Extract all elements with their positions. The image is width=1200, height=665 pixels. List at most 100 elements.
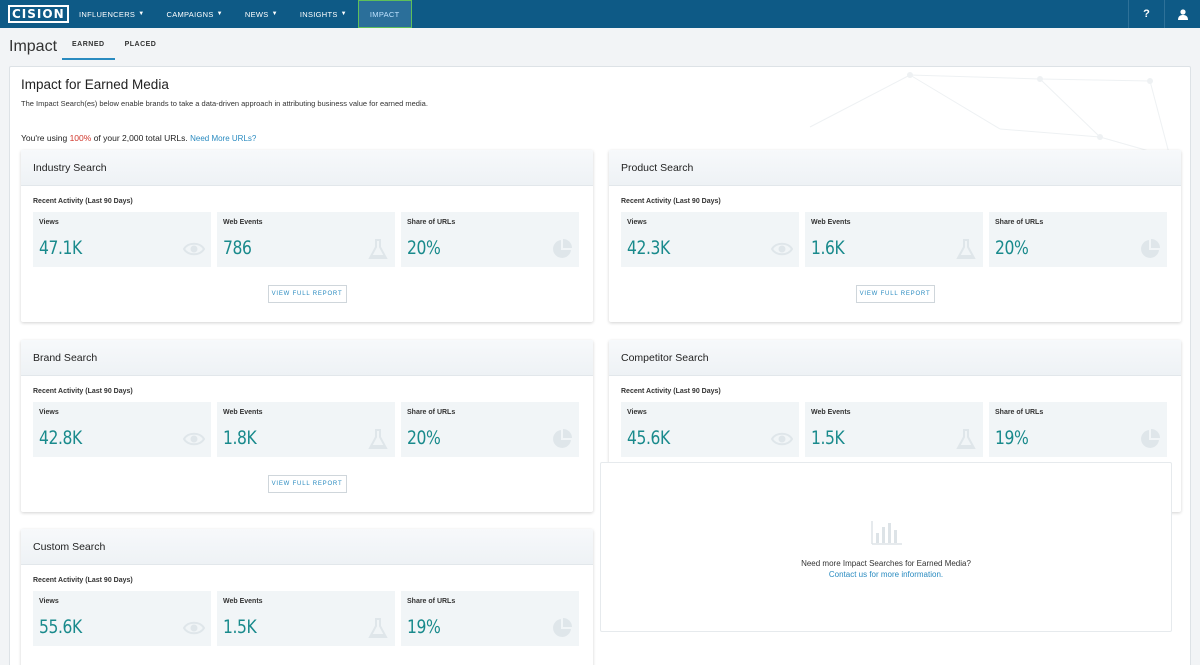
search-card: Custom Search Recent Activity (Last 90 Da… <box>21 529 593 665</box>
help-button[interactable]: ? <box>1128 0 1164 28</box>
web-events-value: 1.6K <box>811 237 845 259</box>
stats-row: Views 42.3K Web Events 1.6K Share of URLs 20% <box>621 212 1181 267</box>
main-description: The Impact Search(es) below enable brand… <box>21 99 428 108</box>
views-stat: Views 42.8K <box>33 402 211 457</box>
views-value: 42.8K <box>39 427 82 449</box>
caret-down-icon: ▼ <box>340 11 347 17</box>
web-events-value: 1.5K <box>811 427 845 449</box>
share-of-urls-value: 19% <box>407 616 441 638</box>
web-events-value: 1.8K <box>223 427 257 449</box>
views-value: 42.3K <box>627 237 670 259</box>
stats-row: Views 42.8K Web Events 1.8K Share of URLs 20% <box>33 402 593 457</box>
stat-label: Views <box>627 219 647 226</box>
search-card: Industry Search Recent Activity (Last 90 … <box>21 150 593 322</box>
stat-label: Share of URLs <box>407 409 456 416</box>
card-title: Brand Search <box>21 340 593 376</box>
stat-label: Share of URLs <box>407 219 456 226</box>
pie-chart-icon <box>553 429 572 448</box>
flask-icon <box>368 618 388 638</box>
card-subtitle: Recent Activity (Last 90 Days) <box>33 577 133 584</box>
url-usage: You're using 100% of your 2,000 total UR… <box>21 133 257 143</box>
web-events-value: 786 <box>223 237 252 259</box>
eye-icon <box>771 242 793 256</box>
stat-label: Web Events <box>223 219 263 226</box>
card-subtitle: Recent Activity (Last 90 Days) <box>621 388 721 395</box>
stat-label: Web Events <box>223 598 263 605</box>
tab-earned[interactable]: EARNED <box>62 38 115 60</box>
share-of-urls-stat: Share of URLs 20% <box>401 402 579 457</box>
search-card: Brand Search Recent Activity (Last 90 Day… <box>21 340 593 512</box>
card-subtitle: Recent Activity (Last 90 Days) <box>33 198 133 205</box>
more-searches-text: Need more Impact Searches for Earned Med… <box>801 559 971 568</box>
share-of-urls-value: 19% <box>995 427 1029 449</box>
nav-campaigns[interactable]: CAMPAIGNS ▼ <box>166 9 223 19</box>
nav-insights[interactable]: INSIGHTS ▼ <box>299 9 347 19</box>
eye-icon <box>183 621 205 635</box>
stats-row: Views 55.6K Web Events 1.5K Share of URLs 19% <box>33 591 593 646</box>
views-stat: Views 42.3K <box>621 212 799 267</box>
network-background-icon <box>809 72 1171 158</box>
contact-us-link[interactable]: Contact us for more information. <box>828 570 944 579</box>
card-subtitle: Recent Activity (Last 90 Days) <box>33 388 133 395</box>
search-card: Product Search Recent Activity (Last 90 D… <box>609 150 1181 322</box>
user-icon <box>1177 9 1188 20</box>
eye-icon <box>183 432 205 446</box>
views-stat: Views 47.1K <box>33 212 211 267</box>
nav-influencers[interactable]: INFLUENCERS ▼ <box>79 9 145 19</box>
stat-label: Share of URLs <box>407 598 456 605</box>
nav-impact[interactable]: IMPACT <box>357 0 412 28</box>
web-events-stat: Web Events 786 <box>217 212 395 267</box>
share-of-urls-value: 20% <box>407 237 441 259</box>
stat-label: Share of URLs <box>995 219 1044 226</box>
view-full-report-button[interactable]: VIEW FULL REPORT <box>267 475 347 493</box>
page-title: Impact <box>9 38 58 55</box>
stats-row: Views 47.1K Web Events 786 Share of URLs 20% <box>33 212 593 267</box>
need-more-urls-link[interactable]: Need More URLs? <box>190 134 257 143</box>
share-of-urls-stat: Share of URLs 20% <box>401 212 579 267</box>
user-button[interactable] <box>1164 0 1200 28</box>
view-full-report-button[interactable]: VIEW FULL REPORT <box>267 285 347 303</box>
views-stat: Views 45.6K <box>621 402 799 457</box>
views-value: 47.1K <box>39 237 82 259</box>
sub-header: Impact EARNED PLACED <box>0 28 1200 62</box>
pie-chart-icon <box>1141 239 1160 258</box>
view-full-report-button[interactable]: VIEW FULL REPORT <box>855 285 935 303</box>
caret-down-icon: ▼ <box>138 11 145 17</box>
card-subtitle: Recent Activity (Last 90 Days) <box>621 198 721 205</box>
stat-label: Views <box>39 409 59 416</box>
top-nav: CISION INFLUENCERS ▼ CAMPAIGNS ▼ NEWS ▼ INS… <box>0 0 1200 28</box>
flask-icon <box>956 239 976 259</box>
web-events-value: 1.5K <box>223 616 257 638</box>
views-value: 45.6K <box>627 427 670 449</box>
card-title: Competitor Search <box>609 340 1181 376</box>
card-title: Product Search <box>609 150 1181 186</box>
flask-icon <box>956 429 976 449</box>
bar-chart-icon <box>871 521 902 545</box>
stat-label: Views <box>39 598 59 605</box>
pie-chart-icon <box>553 618 572 637</box>
web-events-stat: Web Events 1.6K <box>805 212 983 267</box>
tab-placed[interactable]: PLACED <box>124 41 157 48</box>
nav-news[interactable]: NEWS ▼ <box>244 9 278 19</box>
share-of-urls-stat: Share of URLs 20% <box>989 212 1167 267</box>
card-title: Custom Search <box>21 529 593 565</box>
share-of-urls-value: 20% <box>407 427 441 449</box>
caret-down-icon: ▼ <box>216 11 223 17</box>
usage-percent: 100% <box>69 133 92 143</box>
main-title: Impact for Earned Media <box>21 77 169 92</box>
stat-label: Web Events <box>223 409 263 416</box>
eye-icon <box>771 432 793 446</box>
cision-logo[interactable]: CISION <box>0 0 69 28</box>
views-value: 55.6K <box>39 616 82 638</box>
more-searches-card: Need more Impact Searches for Earned Med… <box>600 462 1172 632</box>
views-stat: Views 55.6K <box>33 591 211 646</box>
eye-icon <box>183 242 205 256</box>
web-events-stat: Web Events 1.8K <box>217 402 395 457</box>
stat-label: Views <box>627 409 647 416</box>
share-of-urls-stat: Share of URLs 19% <box>989 402 1167 457</box>
caret-down-icon: ▼ <box>271 11 278 17</box>
pie-chart-icon <box>1141 429 1160 448</box>
stat-label: Views <box>39 219 59 226</box>
web-events-stat: Web Events 1.5K <box>805 402 983 457</box>
flask-icon <box>368 429 388 449</box>
